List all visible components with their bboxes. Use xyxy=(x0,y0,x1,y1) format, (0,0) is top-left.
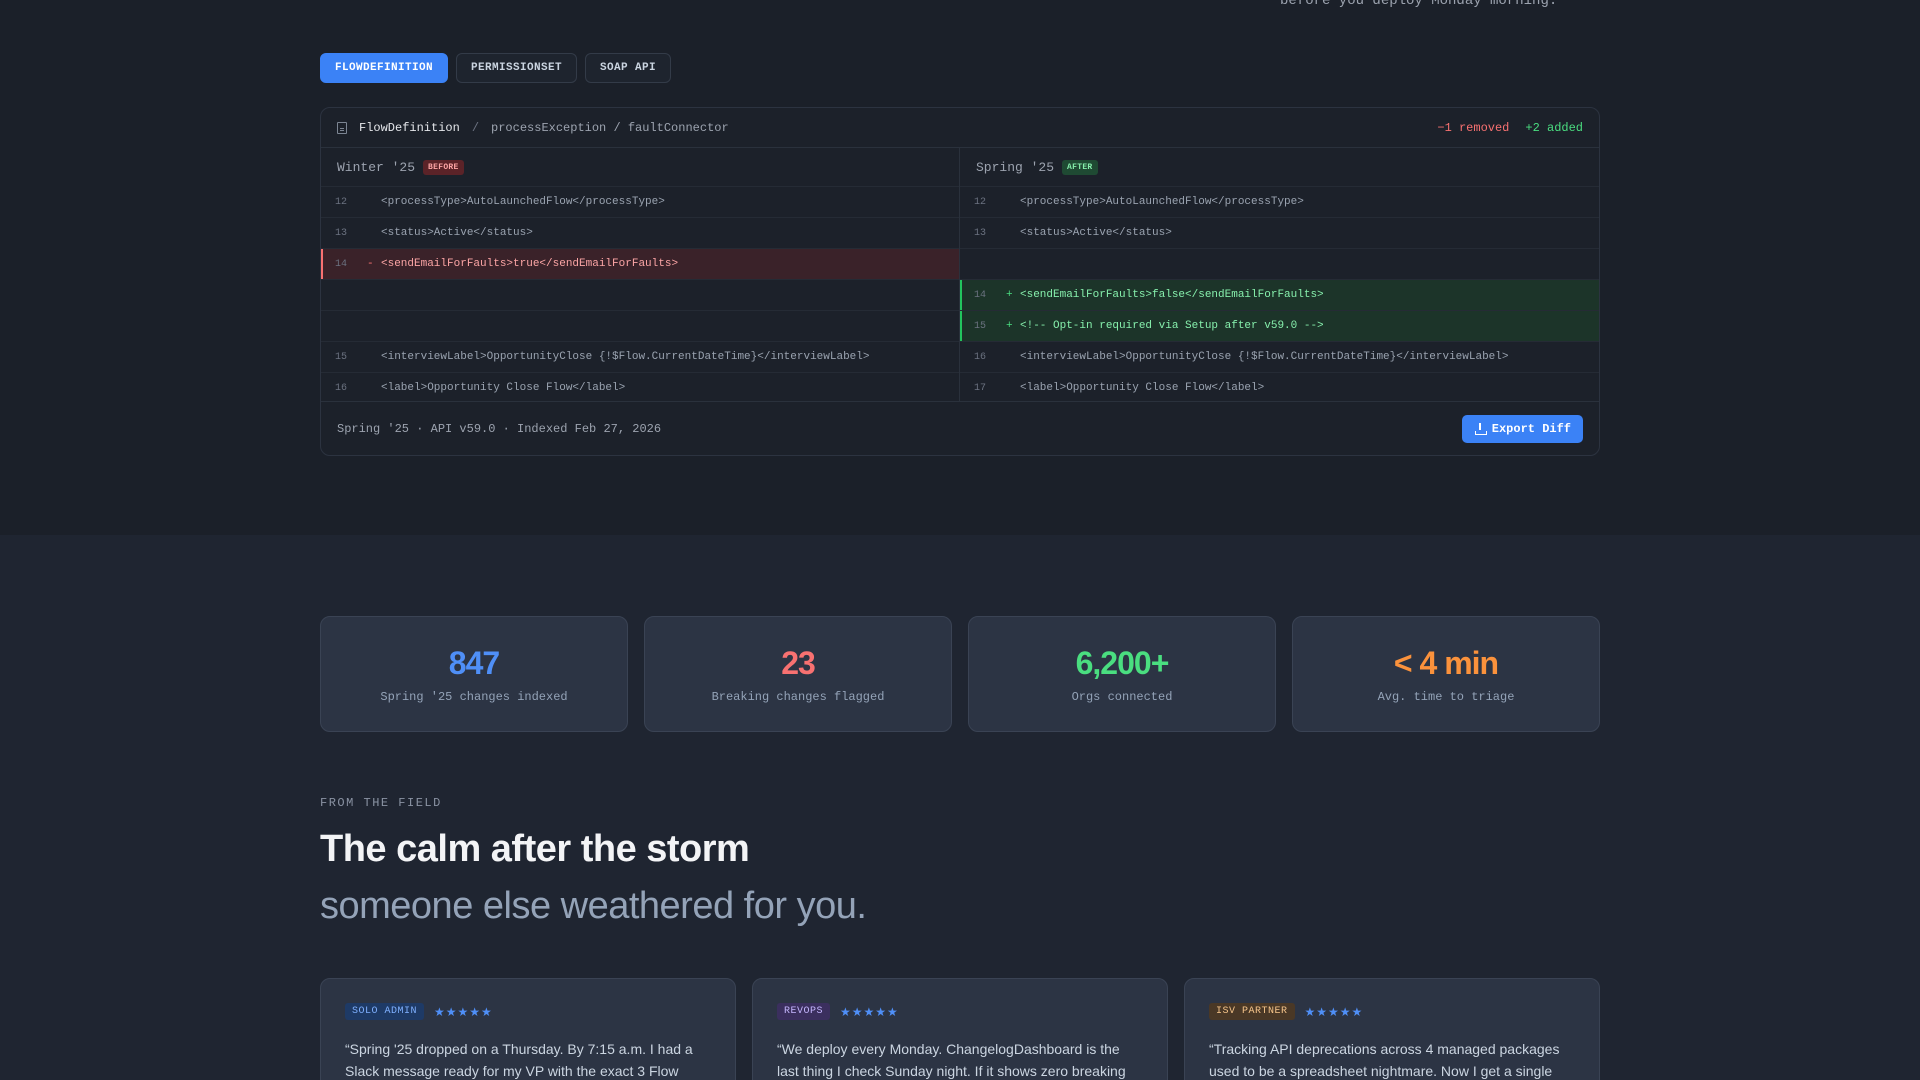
before-badge: BEFORE xyxy=(423,159,464,175)
diff-line: 14 + <sendEmailForFaults>false</sendEmailF… xyxy=(960,279,1599,310)
diff-footer: Spring '25 · API v59.0 · Indexed Feb 27,… xyxy=(321,401,1599,455)
code-text: <interviewLabel>OpportunityClose {!$Flow… xyxy=(381,351,870,363)
column-title-before: Winter '25 xyxy=(337,159,416,175)
stat-value: < 4 min xyxy=(1393,644,1499,681)
line-number: 16 xyxy=(335,382,348,394)
download-icon xyxy=(1474,422,1487,435)
code-text: <label>Opportunity Close Flow</label> xyxy=(1020,382,1265,394)
testimonials-row: SOLO ADMIN ★★★★★ “Spring '25 dropped on a … xyxy=(320,978,1600,1080)
tab-permissionset[interactable]: PERMISSIONSET xyxy=(456,53,578,83)
tab-flowdefinition[interactable]: FLOWDEFINITION xyxy=(320,53,449,83)
diff-line xyxy=(321,279,959,310)
stat-card: 6,200+ Orgs connected xyxy=(968,616,1276,732)
diff-line: 13 <status>Active</status> xyxy=(321,217,959,248)
testimonial-header: SOLO ADMIN ★★★★★ xyxy=(345,1003,711,1020)
diff-card: FlowDefinition / processException / faul… xyxy=(320,107,1600,456)
diff-line: 14 - <sendEmailForFaults>true</sendEmailFo… xyxy=(321,248,959,279)
line-number: 12 xyxy=(335,196,348,208)
testimonial-card: REVOPS ★★★★★ “We deploy every Monday. Chan… xyxy=(752,978,1168,1080)
stat-card: 23 Breaking changes flagged xyxy=(644,616,952,732)
stat-label: Spring '25 changes indexed xyxy=(380,689,568,704)
role-badge: SOLO ADMIN xyxy=(345,1003,425,1020)
diff-line: 17 <label>Opportunity Close Flow</label> xyxy=(960,372,1599,403)
diff-line: 16 <label>Opportunity Close Flow</label> xyxy=(321,372,959,403)
stat-label: Orgs connected xyxy=(1071,689,1173,704)
diff-meta: Spring '25 · API v59.0 · Indexed Feb 27,… xyxy=(337,421,662,436)
stat-value: 23 xyxy=(781,644,816,681)
stat-card: 847 Spring '25 changes indexed xyxy=(320,616,628,732)
code-text: <label>Opportunity Close Flow</label> xyxy=(381,382,626,394)
after-badge: AFTER xyxy=(1062,159,1098,175)
line-number: 15 xyxy=(335,351,348,363)
diff-header: FlowDefinition / processException / faul… xyxy=(321,108,1599,148)
star-rating-icon: ★★★★★ xyxy=(1304,1004,1364,1019)
code-text: <processType>AutoLaunchedFlow</processTy… xyxy=(1020,196,1304,208)
section-subheadline: someone else weathered for you. xyxy=(320,885,867,927)
export-diff-label: Export Diff xyxy=(1491,421,1571,436)
code-text: <processType>AutoLaunchedFlow</processTy… xyxy=(381,196,665,208)
stat-card: < 4 min Avg. time to triage xyxy=(1292,616,1600,732)
line-number: 12 xyxy=(974,196,987,208)
code-text: <sendEmailForFaults>false</sendEmailForF… xyxy=(1020,289,1324,301)
code-text: <status>Active</status> xyxy=(381,227,533,239)
star-rating-icon: ★★★★★ xyxy=(840,1004,899,1019)
code-text: <sendEmailForFaults>true</sendEmailForFa… xyxy=(381,258,679,270)
diff-column-after: Spring '25 AFTER 12 <processType>AutoLaun… xyxy=(960,148,1599,401)
added-count: +2 added xyxy=(1525,120,1583,135)
line-number: 14 xyxy=(974,289,987,301)
breadcrumb-separator: / xyxy=(471,120,480,135)
line-number: 13 xyxy=(974,227,987,239)
breadcrumb-root: FlowDefinition xyxy=(359,120,460,135)
diff-sign: - xyxy=(367,258,374,270)
line-number: 17 xyxy=(974,382,987,394)
testimonial-header: ISV PARTNER ★★★★★ xyxy=(1209,1003,1575,1020)
column-title-after: Spring '25 xyxy=(976,159,1055,175)
diff-line: 16 <interviewLabel>OpportunityClose {!$Fl… xyxy=(960,341,1599,372)
code-text: <!-- Opt-in required via Setup after v59… xyxy=(1020,320,1324,332)
diff-sign: + xyxy=(1006,289,1013,301)
diff-body: Winter '25 BEFORE 12 <processType>AutoLau… xyxy=(321,148,1599,401)
diff-line xyxy=(321,310,959,341)
diff-sign: + xyxy=(1006,320,1013,332)
testimonial-card: SOLO ADMIN ★★★★★ “Spring '25 dropped on a … xyxy=(320,978,736,1080)
line-number: 16 xyxy=(974,351,987,363)
removed-count: −1 removed xyxy=(1437,120,1510,135)
diff-line: 15 <interviewLabel>OpportunityClose {!$Fl… xyxy=(321,341,959,372)
section-headline: The calm after the storm xyxy=(320,828,750,870)
diff-line: 15 + <!-- Opt-in required via Setup after … xyxy=(960,310,1599,341)
stat-value: 6,200+ xyxy=(1075,644,1170,681)
export-diff-button[interactable]: Export Diff xyxy=(1461,414,1583,443)
section-eyebrow: FROM THE FIELD xyxy=(320,796,442,810)
testimonial-quote: “Spring '25 dropped on a Thursday. By 7:… xyxy=(345,1041,693,1079)
line-number: 14 xyxy=(335,258,348,270)
file-icon xyxy=(337,121,347,134)
code-text: <interviewLabel>OpportunityClose {!$Flow… xyxy=(1020,351,1509,363)
column-header-before: Winter '25 BEFORE xyxy=(321,148,959,186)
stat-value: 847 xyxy=(448,644,500,681)
stat-label: Breaking changes flagged xyxy=(711,689,885,704)
breadcrumb-path: processException / faultConnector xyxy=(491,120,729,135)
role-badge: REVOPS xyxy=(777,1003,831,1020)
diff-tabs: FLOWDEFINITION PERMISSIONSET SOAP API xyxy=(320,53,672,83)
line-number: 15 xyxy=(974,320,987,332)
line-number: 13 xyxy=(335,227,348,239)
star-rating-icon: ★★★★★ xyxy=(434,1004,493,1019)
stat-label: Avg. time to triage xyxy=(1377,689,1515,704)
testimonial-card: ISV PARTNER ★★★★★ “Tracking API deprecatio… xyxy=(1184,978,1600,1080)
diff-line: 13 <status>Active</status> xyxy=(960,217,1599,248)
stats-row: 847 Spring '25 changes indexed 23 Breaking … xyxy=(320,616,1600,732)
diff-column-before: Winter '25 BEFORE 12 <processType>AutoLau… xyxy=(321,148,960,401)
code-text: <status>Active</status> xyxy=(1020,227,1172,239)
diff-line xyxy=(960,248,1599,279)
tab-soap-api[interactable]: SOAP API xyxy=(585,53,672,83)
role-badge: ISV PARTNER xyxy=(1209,1003,1295,1020)
testimonial-quote: “Tracking API deprecations across 4 mana… xyxy=(1209,1041,1560,1079)
top-caption: before you deploy Monday morning. xyxy=(1280,0,1558,9)
diff-line: 12 <processType>AutoLaunchedFlow</process… xyxy=(960,186,1599,217)
testimonial-quote: “We deploy every Monday. ChangelogDashbo… xyxy=(777,1041,1126,1079)
column-header-after: Spring '25 AFTER xyxy=(960,148,1599,186)
diff-line: 12 <processType>AutoLaunchedFlow</process… xyxy=(321,186,959,217)
testimonial-header: REVOPS ★★★★★ xyxy=(777,1003,1143,1020)
